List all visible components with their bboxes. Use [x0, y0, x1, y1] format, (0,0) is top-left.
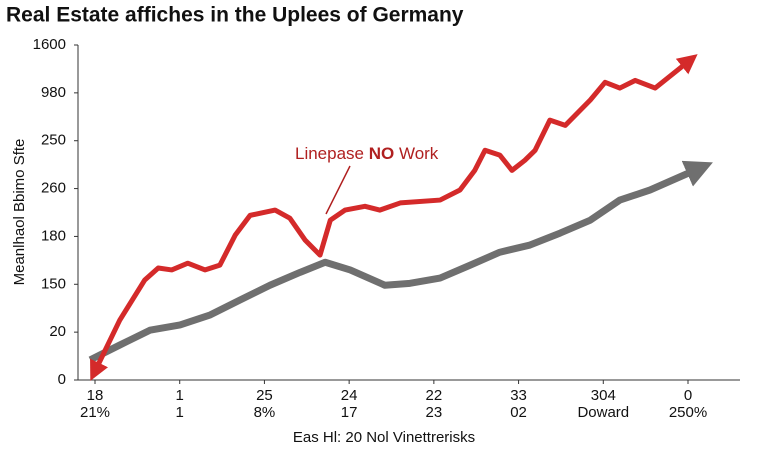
- x-tick-label: 22: [426, 387, 443, 404]
- x-tick-label: 18: [87, 387, 104, 404]
- x-tick-label-2: 23: [426, 404, 443, 421]
- x-tick-label: 0: [684, 387, 692, 404]
- y-tick-label: 260: [41, 180, 66, 197]
- x-tick-label: 304: [591, 387, 616, 404]
- y-tick-label: 20: [49, 323, 66, 340]
- y-tick-label: 250: [41, 132, 66, 149]
- y-tick-label: 150: [41, 275, 66, 292]
- y-tick-label: 0: [58, 371, 66, 388]
- x-tick-label-2: 250%: [669, 404, 707, 421]
- x-tick-label-2: 02: [510, 404, 527, 421]
- chart-title: Real Estate affiches in the Uplees of Ge…: [6, 4, 464, 27]
- annotation-rest: Work: [394, 144, 439, 163]
- x-tick-label: 1: [176, 387, 184, 404]
- y-tick-label: 980: [41, 84, 66, 101]
- annotation-text: Linepase: [295, 144, 369, 163]
- y-axis-title: Meanlhaol Bbimo Sfte: [11, 139, 28, 286]
- y-tick-label: 180: [41, 227, 66, 244]
- x-tick-label-2: 8%: [254, 404, 276, 421]
- annotation-bold: NO: [369, 144, 395, 163]
- x-tick-label-2: 17: [341, 404, 358, 421]
- series-line: [90, 54, 698, 381]
- x-tick-label-2: 21%: [80, 404, 110, 421]
- y-tick-label: 1600: [33, 36, 66, 53]
- x-tick-label: 25: [256, 387, 273, 404]
- x-tick-label-2: 1: [176, 404, 184, 421]
- annotation: Linepase NO Work: [295, 144, 439, 163]
- annotation-pointer: [325, 165, 351, 215]
- x-tick-label-2: Doward: [577, 404, 629, 421]
- x-axis-title: Eas Hl: 20 Nol Vinettrerisks: [293, 429, 475, 446]
- x-tick-label: 33: [510, 387, 527, 404]
- x-tick-label: 24: [341, 387, 358, 404]
